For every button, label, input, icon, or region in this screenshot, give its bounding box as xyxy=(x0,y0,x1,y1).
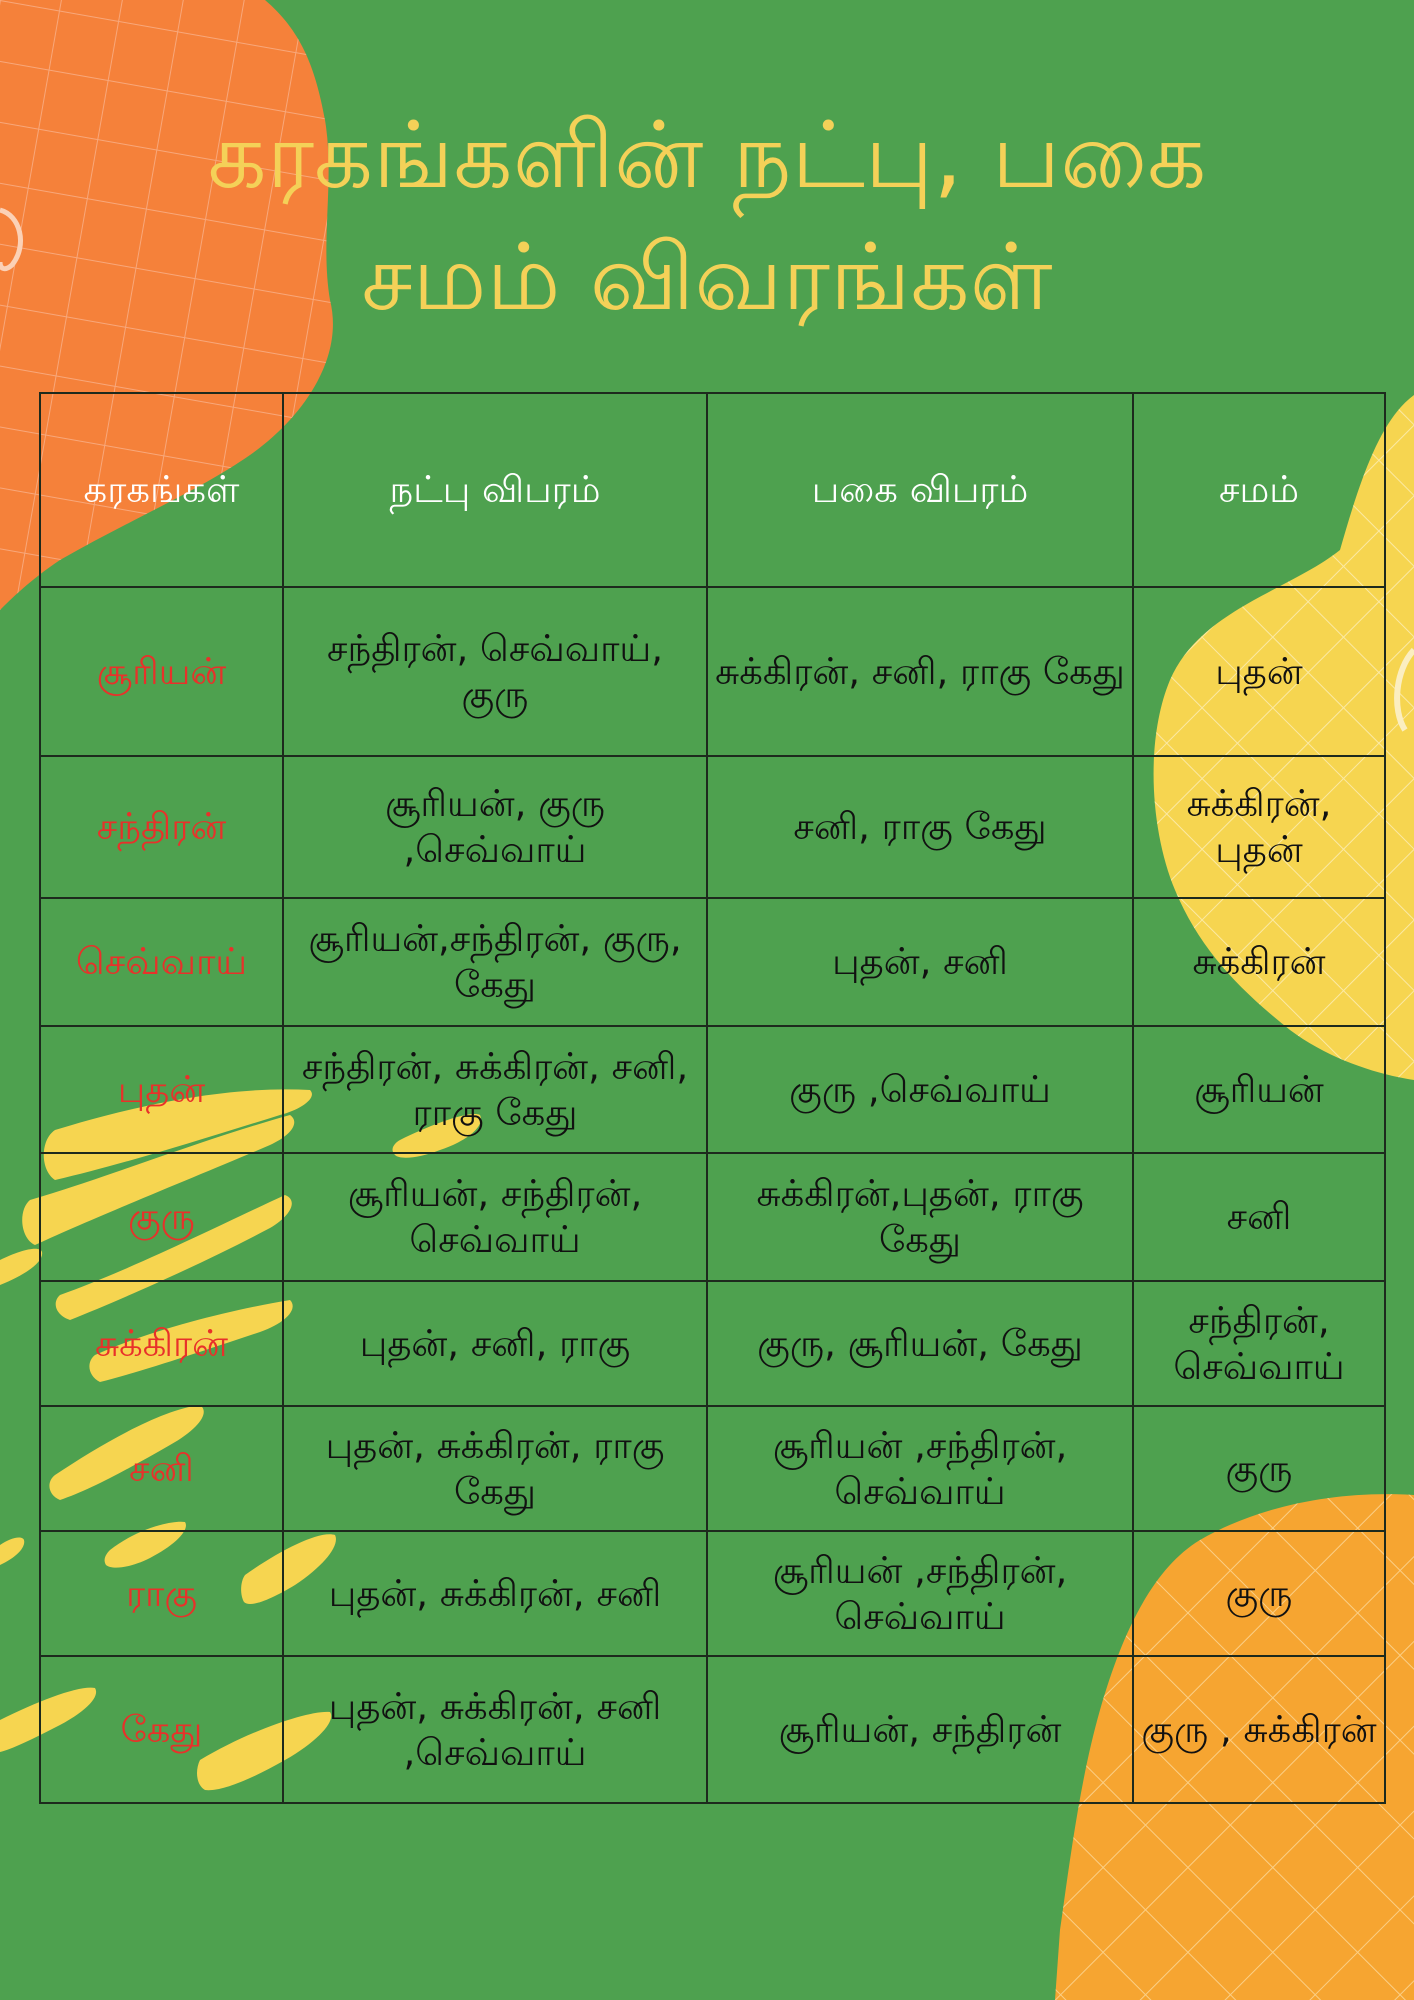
table-row: கேது புதன், சுக்கிரன், சனி ,செவ்வாய் சூர… xyxy=(39,1655,1386,1804)
planet-cell: கேது xyxy=(39,1655,284,1804)
enemy-cell: குரு, சூரியன், கேது xyxy=(706,1280,1134,1407)
planet-cell: சூரியன் xyxy=(39,586,284,757)
neutral-cell: சனி xyxy=(1132,1152,1386,1282)
friend-cell: புதன், சுக்கிரன், ராகு கேது xyxy=(282,1405,708,1532)
page-title: கரகங்களின் நட்பு, பகை சமம் விவரங்கள் xyxy=(0,95,1414,339)
table-row: சந்திரன் சூரியன், குரு ,செவ்வாய் சனி, ரா… xyxy=(39,755,1386,899)
friend-cell: புதன், சுக்கிரன், சனி xyxy=(282,1530,708,1657)
enemy-cell: சூரியன், சந்திரன் xyxy=(706,1655,1134,1804)
friend-cell: சூரியன், குரு ,செவ்வாய் xyxy=(282,755,708,899)
table-row: புதன் சந்திரன், சுக்கிரன், சனி, ராகு கேத… xyxy=(39,1025,1386,1154)
friend-cell: சூரியன், சந்திரன், செவ்வாய் xyxy=(282,1152,708,1282)
enemy-cell: சூரியன் ,சந்திரன், செவ்வாய் xyxy=(706,1405,1134,1532)
table-row: ராகு புதன், சுக்கிரன், சனி சூரியன் ,சந்த… xyxy=(39,1530,1386,1657)
header-karakas: கரகங்கள் xyxy=(39,392,284,588)
table-row: சனி புதன், சுக்கிரன், ராகு கேது சூரியன் … xyxy=(39,1405,1386,1532)
friend-cell: சந்திரன், செவ்வாய், குரு xyxy=(282,586,708,757)
enemy-cell: சுக்கிரன்,புதன், ராகு கேது xyxy=(706,1152,1134,1282)
neutral-cell: புதன் xyxy=(1132,586,1386,757)
header-friends: நட்பு விபரம் xyxy=(282,392,708,588)
table-header-row: கரகங்கள் நட்பு விபரம் பகை விபரம் சமம் xyxy=(39,392,1386,588)
header-enemies: பகை விபரம் xyxy=(706,392,1134,588)
planet-cell: சனி xyxy=(39,1405,284,1532)
friend-cell: புதன், சுக்கிரன், சனி ,செவ்வாய் xyxy=(282,1655,708,1804)
karaka-relations-table: கரகங்கள் நட்பு விபரம் பகை விபரம் சமம் சூ… xyxy=(39,392,1386,1804)
planet-cell: குரு xyxy=(39,1152,284,1282)
table-row: சூரியன் சந்திரன், செவ்வாய், குரு சுக்கிர… xyxy=(39,586,1386,757)
neutral-cell: சுக்கிரன், புதன் xyxy=(1132,755,1386,899)
table-row: குரு சூரியன், சந்திரன், செவ்வாய் சுக்கிர… xyxy=(39,1152,1386,1282)
title-line-2: சமம் விவரங்கள் xyxy=(361,224,1053,331)
neutral-cell: குரு xyxy=(1132,1405,1386,1532)
friend-cell: புதன், சனி, ராகு xyxy=(282,1280,708,1407)
table-row: செவ்வாய் சூரியன்,சந்திரன், குரு, கேது பு… xyxy=(39,897,1386,1027)
neutral-cell: குரு , சுக்கிரன் xyxy=(1132,1655,1386,1804)
enemy-cell: புதன், சனி xyxy=(706,897,1134,1027)
enemy-cell: சனி, ராகு கேது xyxy=(706,755,1134,899)
enemy-cell: குரு ,செவ்வாய் xyxy=(706,1025,1134,1154)
neutral-cell: சந்திரன், செவ்வாய் xyxy=(1132,1280,1386,1407)
table-row: சுக்கிரன் புதன், சனி, ராகு குரு, சூரியன்… xyxy=(39,1280,1386,1407)
friend-cell: சந்திரன், சுக்கிரன், சனி, ராகு கேது xyxy=(282,1025,708,1154)
planet-cell: ராகு xyxy=(39,1530,284,1657)
planet-cell: சந்திரன் xyxy=(39,755,284,899)
enemy-cell: சுக்கிரன், சனி, ராகு கேது xyxy=(706,586,1134,757)
neutral-cell: சூரியன் xyxy=(1132,1025,1386,1154)
header-neutral: சமம் xyxy=(1132,392,1386,588)
planet-cell: செவ்வாய் xyxy=(39,897,284,1027)
planet-cell: புதன் xyxy=(39,1025,284,1154)
planet-cell: சுக்கிரன் xyxy=(39,1280,284,1407)
friend-cell: சூரியன்,சந்திரன், குரு, கேது xyxy=(282,897,708,1027)
neutral-cell: சுக்கிரன் xyxy=(1132,897,1386,1027)
neutral-cell: குரு xyxy=(1132,1530,1386,1657)
enemy-cell: சூரியன் ,சந்திரன், செவ்வாய் xyxy=(706,1530,1134,1657)
title-line-1: கரகங்களின் நட்பு, பகை xyxy=(207,102,1207,209)
